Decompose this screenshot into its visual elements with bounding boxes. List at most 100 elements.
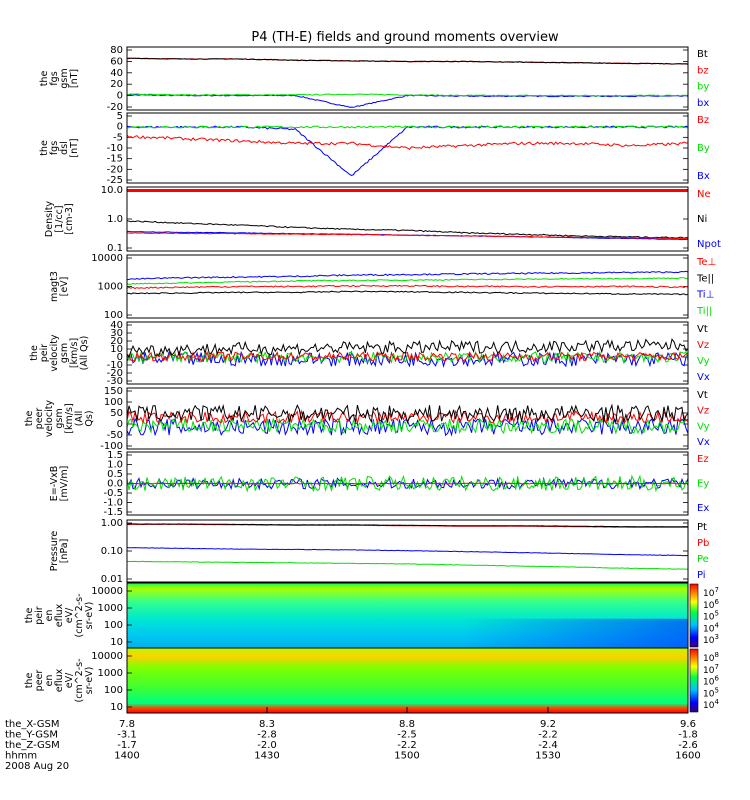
legend-entry: Vt	[697, 324, 708, 335]
y-axis-label: the	[39, 71, 50, 87]
y-tick-label: -20	[107, 102, 123, 113]
y-axis-label: gsm	[59, 343, 70, 363]
x-row-label: the_Z-GSM	[5, 740, 60, 751]
y-tick-label: 10.0	[101, 185, 123, 196]
y-tick-label: 10	[110, 344, 123, 355]
y-axis-label: peir	[39, 344, 50, 363]
y-tick-label: 0.1	[107, 243, 123, 254]
legend-entry: By	[697, 143, 710, 154]
colorbar-tick: 104	[703, 621, 719, 634]
y-tick-label: 10000	[91, 651, 123, 662]
y-axis-label: eV/	[64, 672, 75, 688]
legend-entry: by	[697, 82, 709, 93]
series-line-Te⊥	[126, 284, 689, 290]
y-axis-label: (cm^2-s-	[74, 659, 85, 703]
y-tick-label: 20	[110, 336, 123, 347]
y-tick-label: 80	[110, 45, 123, 56]
colorbar-tick: 106	[703, 598, 719, 611]
series-line-Ez	[126, 482, 689, 485]
panel-frame	[126, 254, 689, 319]
y-tick-label: -20	[107, 368, 123, 379]
y-axis-label: velocity	[49, 334, 60, 372]
legend-entry: Pi	[697, 570, 706, 581]
spectrogram	[127, 648, 688, 713]
series-line-Ti||	[126, 277, 689, 285]
panel-frame	[126, 186, 689, 252]
panel-7: 1.51.00.50.0-0.5-1.0-1.5 Ez Ey Ex E=-VxB [mV/…	[49, 450, 709, 518]
chart-title: P4 (TH-E) fields and ground moments over…	[251, 30, 559, 45]
legend-entry: Vy	[697, 356, 710, 367]
y-axis-label: sr-eV)	[84, 602, 95, 630]
y-tick-label: 100	[104, 685, 123, 696]
y-tick-label: 1000	[98, 668, 123, 679]
y-tick-label: 1.00	[101, 518, 123, 529]
y-tick-label: 150	[104, 386, 123, 397]
legend-entry: Vt	[697, 390, 708, 401]
y-axis-label: (All	[74, 411, 85, 426]
y-tick-label: 40	[110, 68, 123, 79]
y-axis-label: the	[24, 411, 35, 427]
y-axis-label: eflux	[54, 668, 65, 692]
x-tick-label: 8.8	[399, 719, 415, 730]
y-tick-label: -100	[100, 441, 123, 452]
panel-8: 1.00 0.10 0.01 Pt Pb Pe Pi Pressure [nPa]	[49, 518, 709, 585]
x-tick-label: 9.6	[680, 719, 696, 730]
y-tick-label: 1000	[98, 282, 123, 293]
y-tick-label: -50	[107, 430, 123, 441]
x-tick-label: -2.5	[397, 730, 417, 741]
colorbar	[689, 583, 699, 648]
x-tick-label: 8.3	[259, 719, 275, 730]
y-axis-label: en	[44, 675, 55, 687]
y-axis-label: [nT]	[69, 138, 80, 157]
y-tick-label: 0.0	[107, 479, 123, 490]
y-tick-label: 30	[110, 328, 123, 339]
series-line-Vt	[126, 403, 689, 424]
legend-entry: Vx	[697, 437, 710, 448]
y-axis-label: velocity	[44, 400, 55, 438]
legend-entry: Ez	[697, 454, 709, 465]
y-tick-label: -20	[107, 164, 123, 175]
y-axis-label: [1/cc]	[54, 205, 65, 232]
colorbar-tick: 107	[703, 586, 719, 599]
y-tick-label: -25	[107, 175, 123, 186]
y-tick-label: 0	[117, 352, 123, 363]
y-axis-label: fgs	[49, 71, 60, 85]
legend-entry: bz	[697, 65, 709, 76]
legend-entry: Pe	[697, 554, 709, 565]
series-line-Ey	[126, 474, 689, 493]
series-line-Bz	[126, 134, 688, 150]
y-axis-label: [eV]	[59, 277, 70, 297]
colorbar-tick: 108	[703, 651, 719, 664]
series-line-Ex	[126, 476, 689, 491]
y-axis-label: [nPa]	[59, 539, 70, 564]
series-line-Ne	[126, 232, 688, 240]
series-line-Vz	[126, 350, 689, 363]
legend-entry: Ey	[697, 479, 709, 490]
y-tick-label: 20	[110, 79, 123, 90]
colorbar-tick: 103	[703, 633, 719, 646]
legend-entry: Vy	[697, 421, 710, 432]
y-axis-label: dsl	[59, 141, 70, 155]
y-tick-label: 100	[104, 310, 123, 321]
x-tick-label: 1530	[535, 751, 560, 762]
y-axis-label: Density	[44, 201, 55, 237]
x-row-label: the_Y-GSM	[5, 730, 58, 741]
panel-frame	[126, 519, 689, 583]
y-tick-label: 5	[117, 111, 123, 122]
y-tick-label: 50	[110, 408, 123, 419]
density-band	[127, 189, 688, 192]
y-axis-label: [km/s]	[69, 338, 80, 368]
y-axis-label: the	[29, 345, 40, 361]
series-line-Vx	[126, 350, 689, 369]
y-axis-label: (cm^2-s-	[74, 594, 85, 638]
series-line-Te||	[126, 290, 689, 296]
y-tick-label: -10	[107, 143, 123, 154]
y-tick-label: 1000	[98, 603, 123, 614]
y-tick-label: 60	[110, 56, 123, 67]
colorbar-tick: 105	[703, 686, 719, 699]
y-axis-label: the	[39, 140, 50, 156]
